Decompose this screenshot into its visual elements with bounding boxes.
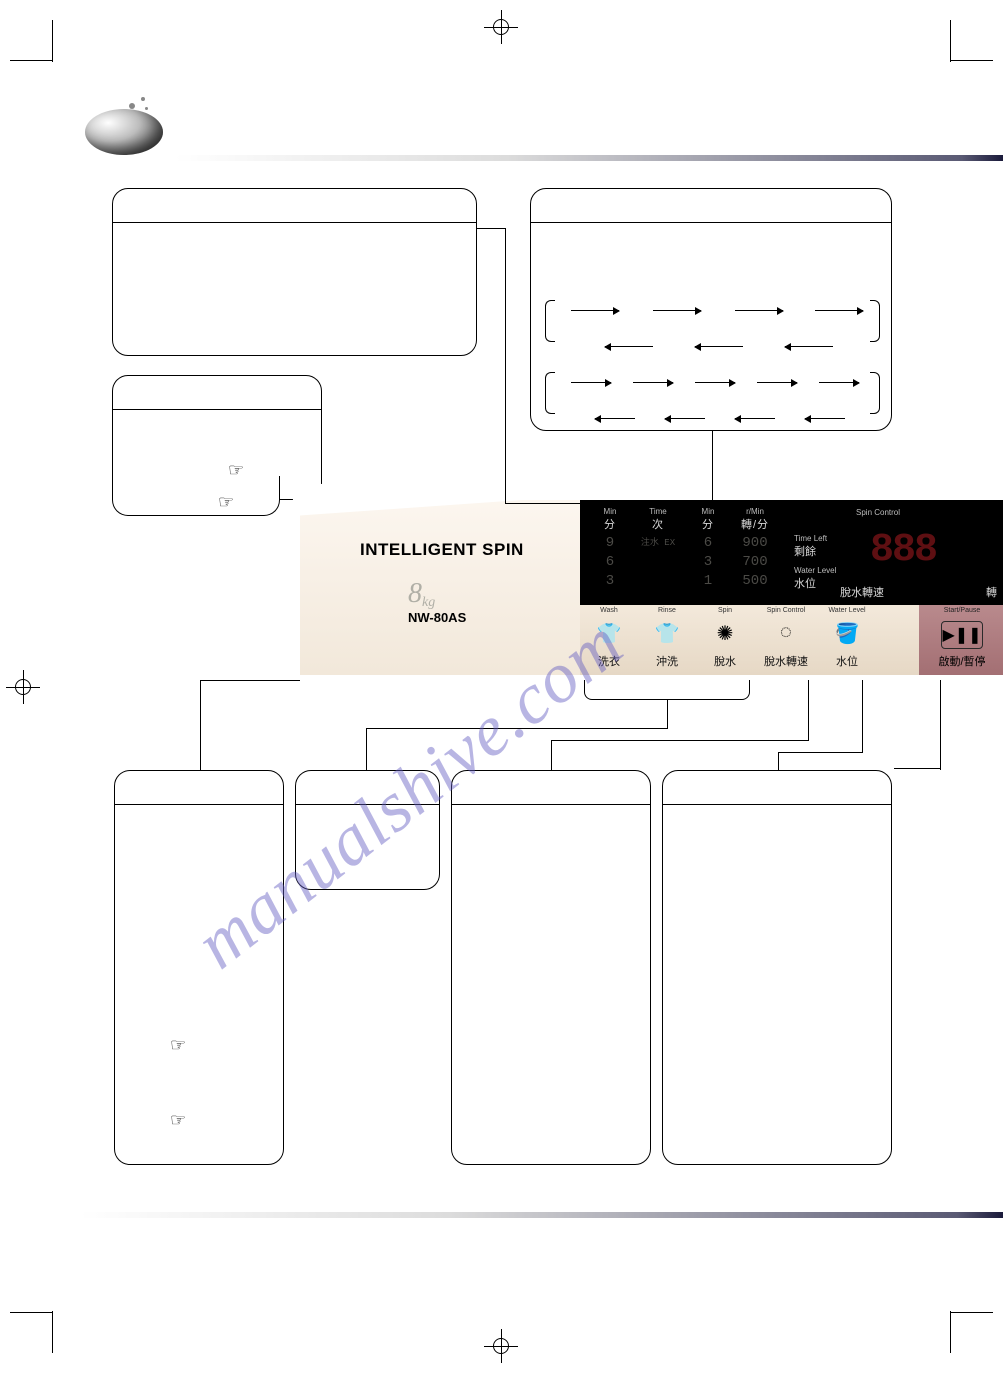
pointing-hand-icon: ☞ [228,460,244,481]
model-plate: INTELLIGENT SPIN 8kg NW-80AS [300,500,580,675]
connector-line [505,228,506,503]
connector-line [712,431,713,503]
connector-line [551,740,552,770]
connector-line [200,680,300,681]
control-panel: INTELLIGENT SPIN 8kg NW-80AS Min 分 9 6 3… [300,500,1003,675]
shirt-drip-icon: 👕 [655,621,680,646]
callout-bottom-4 [662,770,892,1165]
tub-icon: 🪣 [835,621,860,646]
pointing-hand-icon: ☞ [170,1110,186,1131]
header-rule [175,155,1003,161]
connector-line [862,680,863,752]
crop-mark-bottom-right [933,1293,993,1353]
start-pause-button[interactable]: Start/Pause ▶❚❚ 啟動/暫停 [919,605,1003,675]
crop-mark-top-right [933,20,993,80]
rinse-button[interactable]: Rinse 👕 沖洗 [638,605,696,675]
water-level-button[interactable]: Water Level 🪣 水位 [818,605,876,675]
connector-line [477,228,505,229]
callout-bottom-1 [114,770,284,1165]
connector-line [778,752,863,753]
pointing-hand-icon: ☞ [170,1035,186,1056]
connector-line [778,752,779,770]
dial-icon: ◌ [780,621,792,644]
registration-mark-left [6,670,40,704]
connector-line [366,728,668,729]
connector-line [505,503,583,504]
connector-line [808,680,809,740]
connector-line [894,768,941,769]
callout-bottom-3 [451,770,651,1165]
connector-line [200,680,201,770]
connector-line [551,740,809,741]
footer-rule [80,1212,1003,1218]
callout-small-left-extension [112,476,280,516]
spin-control-button[interactable]: Spin Control ◌ 脫水轉速 [754,605,818,675]
registration-mark-bottom [484,1329,518,1363]
button-row: Wash 👕 洗衣 Rinse 👕 沖洗 Spin ✺ 脫水 Spin Cont… [580,605,1003,675]
connector-line [940,680,941,770]
button-brace [584,680,750,700]
callout-display-top-left [112,188,477,356]
flow-arrow-diagram [545,300,880,420]
shirt-icon: 👕 [597,621,622,646]
connector-line [366,728,367,770]
segment-display: 888 [870,528,936,573]
pointing-hand-icon: ☞ [218,492,234,513]
capacity-text: 8kg [408,578,435,610]
brand-logo [85,95,165,155]
led-display: Min 分 9 6 3 Time 次 注水 EX Min 分 6 3 1 [580,500,1003,605]
spin-icon: ✺ [717,621,734,646]
brand-text: INTELLIGENT SPIN [360,540,524,560]
crop-mark-top-left [10,20,70,80]
model-number: NW-80AS [408,610,466,625]
wash-button[interactable]: Wash 👕 洗衣 [580,605,638,675]
crop-mark-bottom-left [10,1293,70,1353]
registration-mark-top [484,10,518,44]
callout-bottom-2 [295,770,440,890]
play-pause-icon: ▶❚❚ [941,621,983,649]
connector-line [667,700,668,728]
spin-button[interactable]: Spin ✺ 脫水 [696,605,754,675]
